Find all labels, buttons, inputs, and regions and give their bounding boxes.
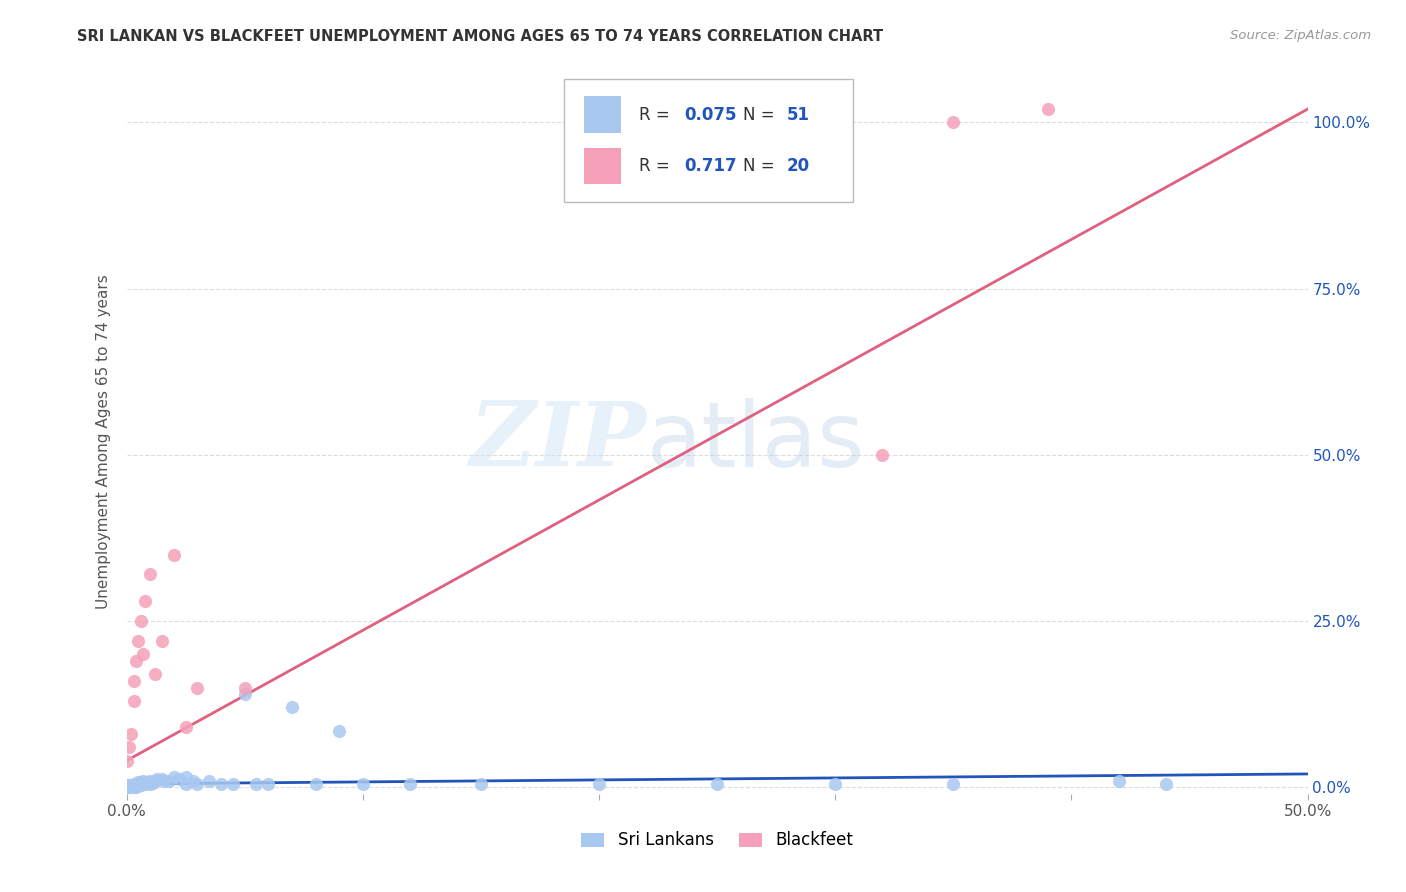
Point <box>115 780 138 795</box>
Point <box>132 773 155 788</box>
Point <box>129 778 152 792</box>
Point <box>122 694 145 708</box>
Point <box>115 754 138 768</box>
Point <box>136 775 159 789</box>
Point <box>139 777 162 791</box>
Point <box>174 720 197 734</box>
Point <box>245 777 267 791</box>
Point <box>129 614 152 628</box>
Point <box>304 777 326 791</box>
Point <box>115 778 138 792</box>
Point <box>1036 102 1059 116</box>
Point <box>163 548 186 562</box>
Y-axis label: Unemployment Among Ages 65 to 74 years: Unemployment Among Ages 65 to 74 years <box>96 274 111 609</box>
Point <box>706 777 728 791</box>
Point <box>209 777 232 791</box>
Point <box>132 647 155 661</box>
Point <box>222 777 245 791</box>
Point <box>143 773 166 788</box>
Text: Source: ZipAtlas.com: Source: ZipAtlas.com <box>1230 29 1371 42</box>
Point <box>167 772 190 787</box>
Text: R =: R = <box>640 106 675 124</box>
Point <box>118 778 141 792</box>
Point <box>824 777 846 791</box>
Point <box>146 772 169 787</box>
Point <box>1154 777 1177 791</box>
Point <box>132 777 155 791</box>
Point <box>141 775 163 789</box>
Point <box>233 681 256 695</box>
Point <box>1108 773 1130 788</box>
Point <box>588 777 610 791</box>
Point <box>150 634 173 648</box>
Point <box>122 777 145 791</box>
FancyBboxPatch shape <box>583 96 621 133</box>
Point <box>163 770 186 784</box>
Point <box>127 634 149 648</box>
Point <box>328 723 350 738</box>
Point <box>125 654 148 668</box>
Point <box>125 780 148 795</box>
Point <box>143 667 166 681</box>
Point <box>129 775 152 789</box>
Point <box>872 448 894 462</box>
Point <box>150 772 173 787</box>
Point <box>942 115 965 129</box>
Point <box>139 567 162 582</box>
Point <box>157 773 180 788</box>
Point <box>120 779 142 793</box>
Point <box>198 773 221 788</box>
Point <box>127 777 149 791</box>
Text: 0.717: 0.717 <box>683 157 737 175</box>
Point <box>134 594 156 608</box>
Point <box>186 777 208 791</box>
Text: N =: N = <box>742 157 780 175</box>
Point <box>174 777 197 791</box>
Text: 20: 20 <box>787 157 810 175</box>
Text: R =: R = <box>640 157 681 175</box>
Legend: Sri Lankans, Blackfeet: Sri Lankans, Blackfeet <box>574 825 860 856</box>
Point <box>153 773 176 788</box>
Point <box>281 700 304 714</box>
Text: 51: 51 <box>787 106 810 124</box>
Text: atlas: atlas <box>647 398 865 485</box>
Point <box>118 780 141 795</box>
Point <box>399 777 422 791</box>
FancyBboxPatch shape <box>564 78 853 202</box>
Text: ZIP: ZIP <box>470 399 647 484</box>
Point <box>139 773 162 788</box>
Point <box>125 778 148 792</box>
Point <box>942 777 965 791</box>
Point <box>122 673 145 688</box>
Point <box>257 777 280 791</box>
Point <box>186 681 208 695</box>
Point <box>122 780 145 795</box>
Point <box>127 775 149 789</box>
Text: SRI LANKAN VS BLACKFEET UNEMPLOYMENT AMONG AGES 65 TO 74 YEARS CORRELATION CHART: SRI LANKAN VS BLACKFEET UNEMPLOYMENT AMO… <box>77 29 883 44</box>
Point <box>120 778 142 792</box>
Point <box>174 770 197 784</box>
Point <box>181 773 204 788</box>
Point <box>118 740 141 755</box>
Text: N =: N = <box>742 106 780 124</box>
Point <box>352 777 374 791</box>
Point <box>470 777 492 791</box>
Point <box>134 777 156 791</box>
Text: 0.075: 0.075 <box>683 106 737 124</box>
Point <box>120 727 142 741</box>
FancyBboxPatch shape <box>583 147 621 184</box>
Point <box>127 779 149 793</box>
Point <box>233 687 256 701</box>
